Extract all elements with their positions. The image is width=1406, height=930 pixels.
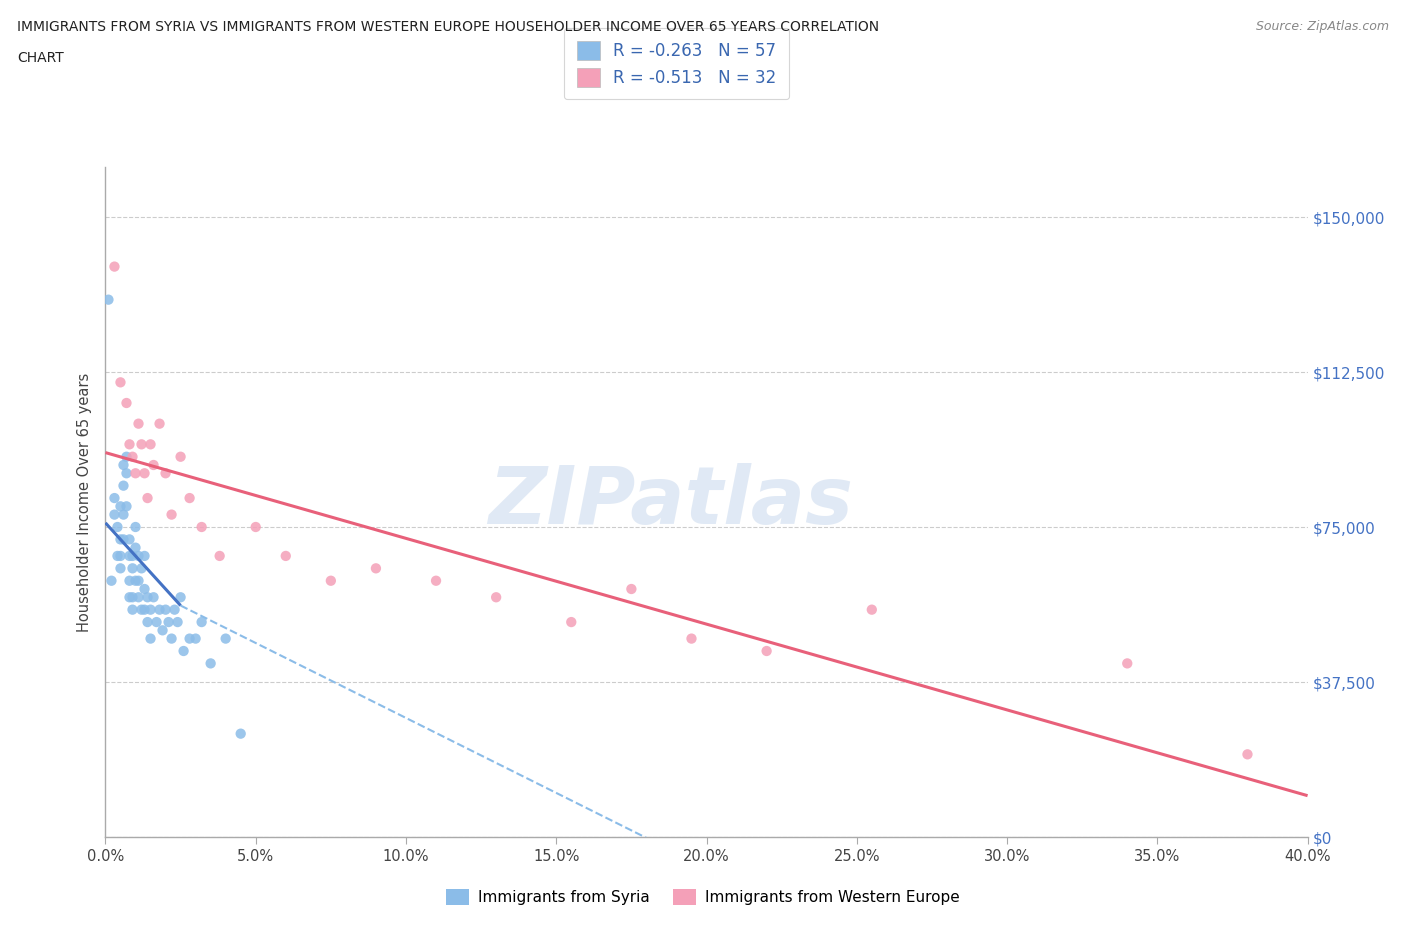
Point — [139, 631, 162, 646]
Point — [103, 259, 125, 274]
Point — [121, 603, 143, 618]
Point — [620, 581, 643, 596]
Point — [160, 507, 183, 522]
Point — [169, 449, 191, 464]
Point — [179, 631, 201, 646]
Point — [134, 549, 156, 564]
Point — [121, 549, 143, 564]
Point — [364, 561, 387, 576]
Point — [160, 631, 183, 646]
Point — [1236, 747, 1258, 762]
Point — [118, 532, 141, 547]
Point — [121, 561, 143, 576]
Point — [97, 292, 120, 307]
Point — [107, 520, 129, 535]
Point — [131, 437, 153, 452]
Point — [131, 561, 153, 576]
Y-axis label: Householder Income Over 65 years: Householder Income Over 65 years — [77, 373, 93, 631]
Point — [173, 644, 195, 658]
Point — [118, 549, 141, 564]
Point — [245, 520, 267, 535]
Point — [134, 466, 156, 481]
Point — [134, 603, 156, 618]
Point — [118, 590, 141, 604]
Point — [121, 449, 143, 464]
Point — [110, 375, 132, 390]
Point — [115, 466, 138, 481]
Point — [124, 466, 146, 481]
Point — [112, 478, 135, 493]
Point — [100, 573, 122, 588]
Point — [124, 540, 146, 555]
Point — [128, 417, 150, 432]
Point — [155, 466, 177, 481]
Point — [128, 573, 150, 588]
Point — [103, 491, 125, 506]
Point — [136, 615, 159, 630]
Point — [142, 458, 165, 472]
Point — [124, 520, 146, 535]
Point — [157, 615, 180, 630]
Point — [148, 603, 170, 618]
Point — [681, 631, 703, 646]
Point — [560, 615, 582, 630]
Point — [110, 561, 132, 576]
Point — [107, 549, 129, 564]
Point — [1116, 656, 1139, 671]
Point — [148, 417, 170, 432]
Point — [163, 603, 186, 618]
Point — [208, 549, 231, 564]
Point — [166, 615, 188, 630]
Point — [214, 631, 236, 646]
Point — [128, 590, 150, 604]
Point — [115, 449, 138, 464]
Point — [121, 590, 143, 604]
Point — [200, 656, 222, 671]
Point — [112, 458, 135, 472]
Point — [128, 549, 150, 564]
Point — [115, 395, 138, 410]
Point — [485, 590, 508, 604]
Point — [155, 603, 177, 618]
Point — [134, 581, 156, 596]
Point — [118, 437, 141, 452]
Point — [274, 549, 297, 564]
Legend: R = -0.263   N = 57, R = -0.513   N = 32: R = -0.263 N = 57, R = -0.513 N = 32 — [564, 29, 789, 100]
Point — [190, 615, 212, 630]
Point — [112, 507, 135, 522]
Text: IMMIGRANTS FROM SYRIA VS IMMIGRANTS FROM WESTERN EUROPE HOUSEHOLDER INCOME OVER : IMMIGRANTS FROM SYRIA VS IMMIGRANTS FROM… — [17, 20, 879, 34]
Point — [145, 615, 167, 630]
Point — [131, 603, 153, 618]
Point — [110, 498, 132, 513]
Point — [139, 437, 162, 452]
Point — [229, 726, 252, 741]
Point — [152, 623, 174, 638]
Point — [139, 603, 162, 618]
Point — [179, 491, 201, 506]
Point — [115, 498, 138, 513]
Legend: Immigrants from Syria, Immigrants from Western Europe: Immigrants from Syria, Immigrants from W… — [440, 883, 966, 911]
Point — [110, 532, 132, 547]
Point — [184, 631, 207, 646]
Point — [142, 590, 165, 604]
Point — [136, 590, 159, 604]
Point — [136, 491, 159, 506]
Point — [112, 532, 135, 547]
Text: ZIPatlas: ZIPatlas — [488, 463, 853, 541]
Point — [190, 520, 212, 535]
Point — [103, 507, 125, 522]
Point — [110, 549, 132, 564]
Point — [319, 573, 342, 588]
Text: CHART: CHART — [17, 51, 63, 65]
Point — [860, 603, 883, 618]
Text: Source: ZipAtlas.com: Source: ZipAtlas.com — [1256, 20, 1389, 33]
Point — [124, 573, 146, 588]
Point — [118, 573, 141, 588]
Point — [169, 590, 191, 604]
Point — [425, 573, 447, 588]
Point — [755, 644, 778, 658]
